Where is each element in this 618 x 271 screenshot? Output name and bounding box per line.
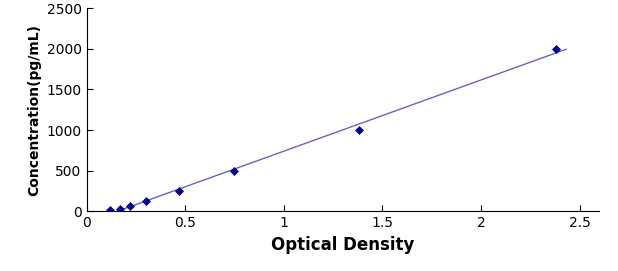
Y-axis label: Concentration(pg/mL): Concentration(pg/mL) [27,24,41,196]
X-axis label: Optical Density: Optical Density [271,236,415,254]
